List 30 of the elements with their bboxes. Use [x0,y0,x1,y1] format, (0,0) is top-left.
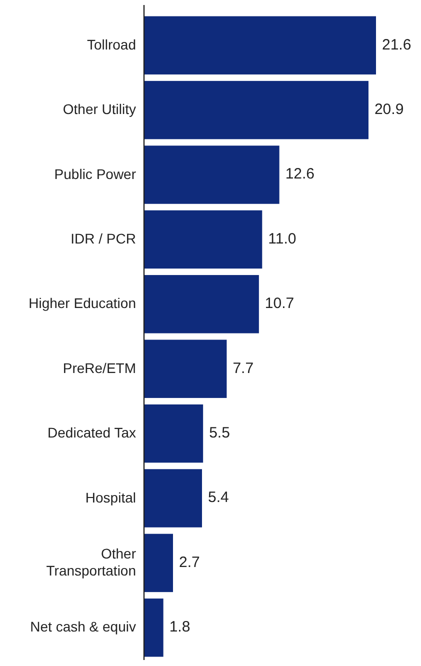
y-tick-label: IDR / PCR [70,230,136,246]
bar [144,340,227,398]
y-tick-label: PreRe/ETM [62,360,136,376]
y-tick-label: Net cash & equiv [30,618,136,634]
data-label: 7.7 [232,360,254,377]
y-tick-label: Public Power [54,165,136,182]
bar [144,210,262,269]
y-tick-label: Other Transportation [46,545,136,578]
data-label: 5.5 [209,424,230,442]
y-tick-label: Hospital [85,488,136,505]
bar [144,598,164,657]
data-label: 5.4 [208,489,229,506]
data-label: 2.7 [179,554,200,571]
bar [144,275,259,334]
y-tick-label: Dedicated Tax [48,424,136,440]
bar [144,80,368,140]
bar [144,16,376,74]
data-label: 12.6 [285,166,315,183]
bar [144,146,280,204]
data-label: 20.9 [374,101,404,118]
data-label: 11.0 [268,230,296,248]
bar [144,469,202,528]
y-tick-label: Higher Education [28,294,136,311]
bar [144,534,173,592]
bar [144,404,204,463]
data-label: 21.6 [382,36,412,54]
data-label: 1.8 [169,618,190,636]
data-label: 10.7 [264,295,294,312]
y-tick-label: Other Utility [62,100,136,117]
y-tick-label: Tollroad [86,36,136,52]
